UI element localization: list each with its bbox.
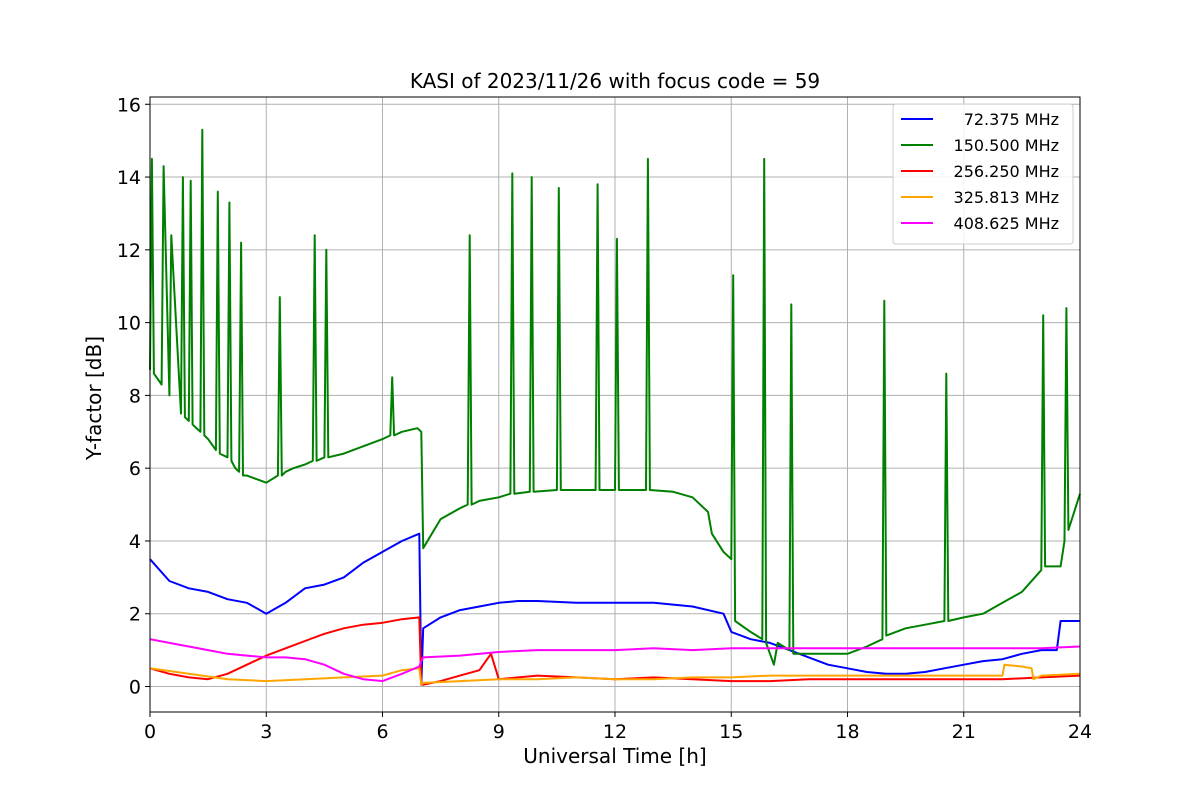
series-line-3	[149, 663, 1081, 686]
y-tick-label: 16	[117, 94, 141, 116]
x-tick-label: 6	[376, 721, 388, 743]
y-tick-label: 14	[117, 167, 141, 189]
y-tick-label: 0	[129, 677, 141, 699]
chart-title: KASI of 2023/11/26 with focus code = 59	[410, 69, 820, 93]
legend-box	[892, 103, 1074, 245]
series-line-0	[149, 532, 1080, 686]
y-tick-label: 10	[117, 313, 141, 335]
y-tick-label: 2	[129, 604, 141, 626]
y-axis-label: Y-factor [dB]	[82, 336, 106, 461]
x-tick-label: 9	[493, 721, 505, 743]
x-tick-label: 15	[719, 721, 743, 743]
series-line-2	[149, 616, 1081, 686]
x-tick-label: 24	[1068, 721, 1092, 743]
y-tick-label: 6	[129, 458, 141, 480]
x-tick-label: 21	[952, 721, 976, 743]
x-tick-label: 0	[144, 721, 156, 743]
y-tick-label: 4	[129, 531, 141, 553]
x-tick-label: 3	[260, 721, 272, 743]
x-tick-label: 12	[603, 721, 627, 743]
legend-label: 325.813 MHz	[954, 188, 1059, 207]
series-line-4	[149, 638, 1081, 683]
legend-label: 150.500 MHz	[954, 136, 1059, 155]
x-tick-label: 18	[835, 721, 859, 743]
legend-label: 72.375 MHz	[964, 110, 1059, 129]
series-lines	[149, 128, 1081, 686]
y-tick-label: 8	[129, 385, 141, 407]
x-axis-label: Universal Time [h]	[523, 744, 706, 768]
legend-label: 256.250 MHz	[954, 162, 1059, 181]
y-tick-label: 12	[117, 240, 141, 262]
legend-label: 408.625 MHz	[954, 214, 1059, 233]
legend: 72.375 MHz 150.500 MHz 256.250 MHz 325.813 …	[892, 103, 1074, 245]
series-line-1	[149, 128, 1081, 666]
